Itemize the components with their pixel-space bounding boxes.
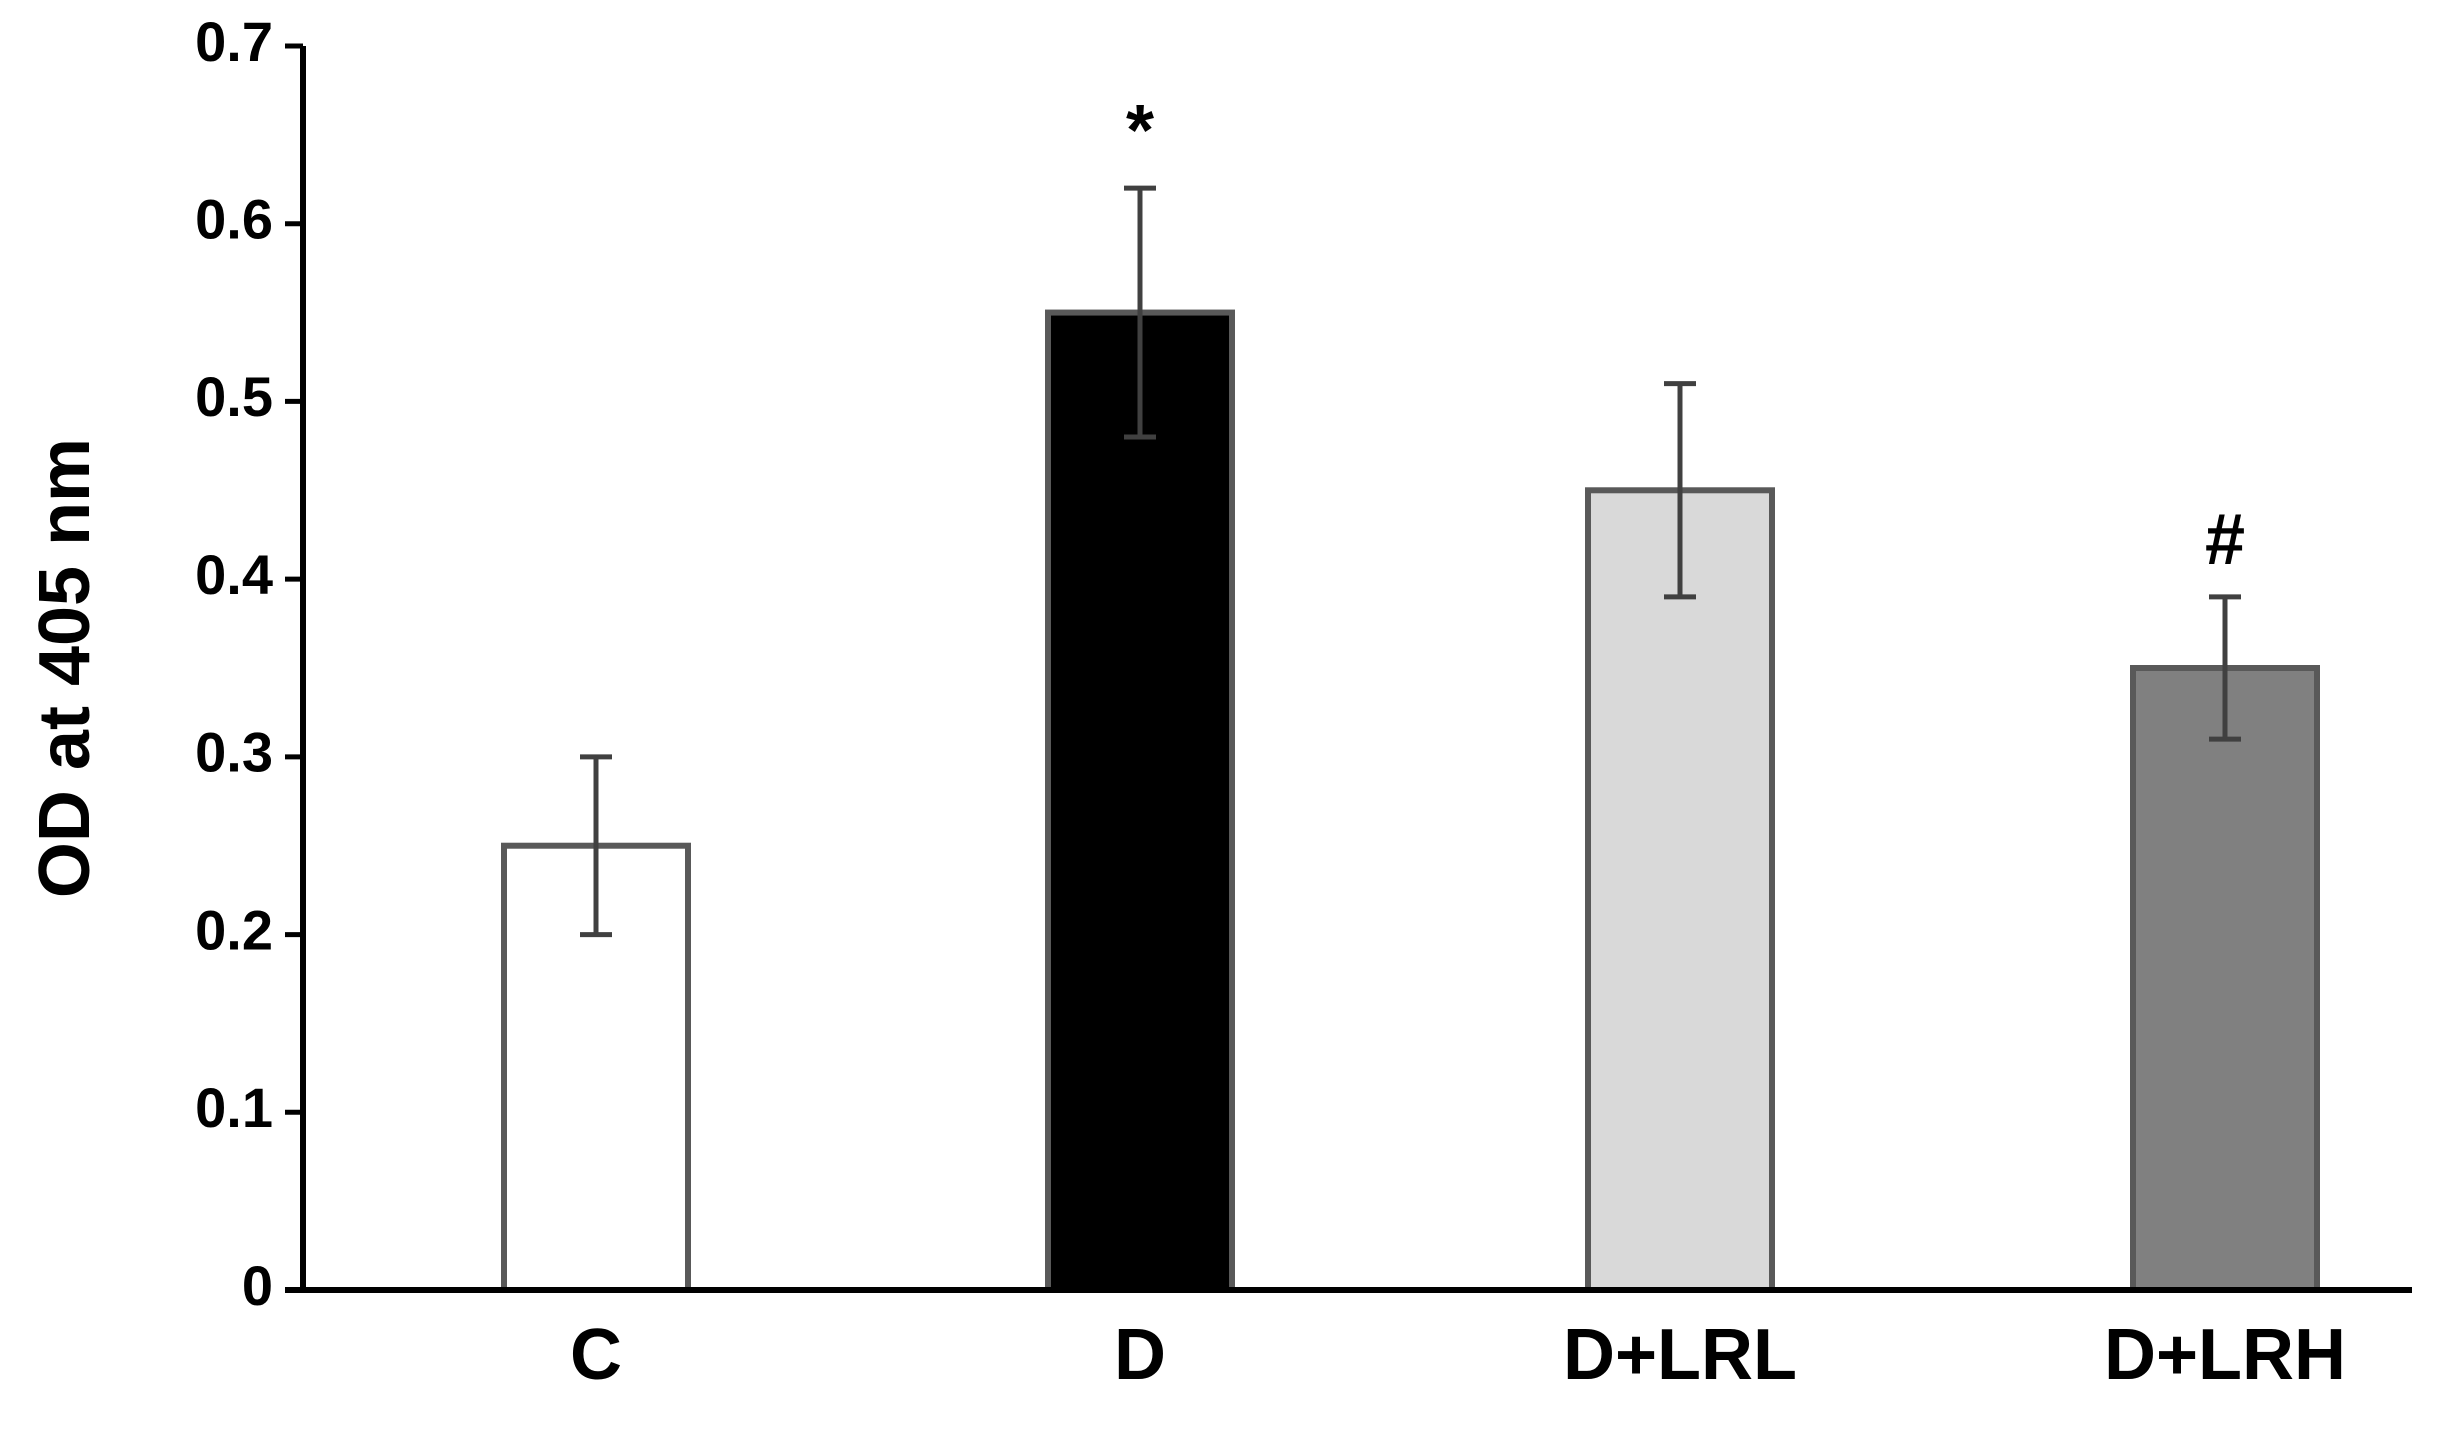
y-axis-label: OD at 405 nm — [25, 438, 105, 898]
x-tick-label: D+LRH — [2104, 1315, 2346, 1395]
x-tick-label: D+LRL — [1563, 1315, 1797, 1395]
y-tick-label: 0.5 — [195, 365, 273, 428]
y-tick-label: 0.3 — [195, 721, 273, 784]
y-tick-label: 0.7 — [195, 10, 273, 73]
y-tick-label: 0.4 — [195, 543, 273, 606]
y-tick-label: 0.6 — [195, 188, 273, 251]
bar — [1585, 487, 1775, 1293]
bar — [2130, 665, 2320, 1293]
x-tick-label: D — [1114, 1315, 1166, 1395]
annotation: # — [2205, 500, 2245, 580]
y-tick-label: 0.2 — [195, 898, 273, 961]
y-tick-label: 0.1 — [195, 1076, 273, 1139]
bar — [1045, 309, 1235, 1294]
annotation: * — [1126, 91, 1154, 171]
y-tick-label: 0 — [242, 1254, 273, 1317]
x-tick-label: C — [570, 1315, 622, 1395]
